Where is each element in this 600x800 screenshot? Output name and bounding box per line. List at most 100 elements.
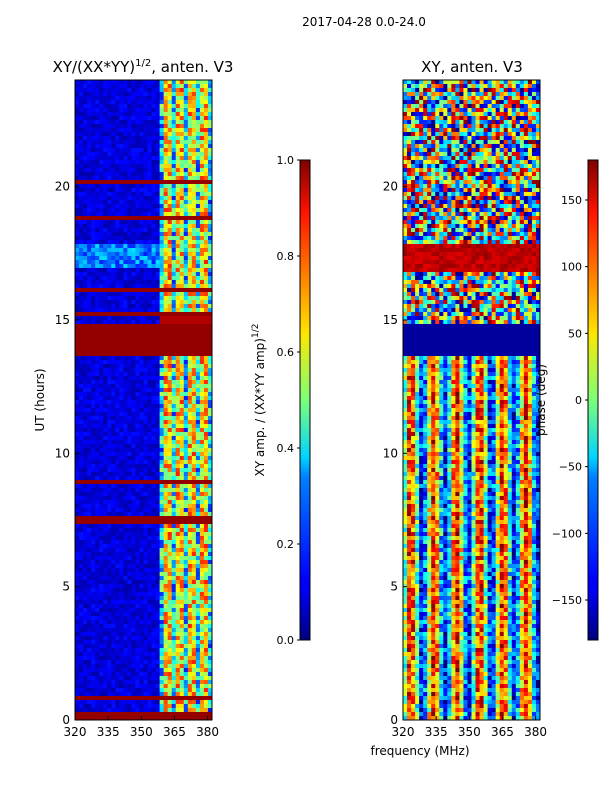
amplitude-heatmap-cell <box>111 476 116 481</box>
amplitude-heatmap-cell <box>171 640 177 645</box>
amplitude-heatmap-cell <box>183 92 189 97</box>
amplitude-heatmap-cell <box>143 640 148 645</box>
amplitude-heatmap-cell <box>83 664 88 669</box>
amplitude-heatmap-cell <box>103 436 108 441</box>
amplitude-heatmap-cell <box>151 568 156 573</box>
amplitude-heatmap-cell <box>199 304 205 309</box>
amplitude-heatmap-cell <box>147 164 152 169</box>
amplitude-heatmap-cell <box>131 420 136 425</box>
amplitude-heatmap-cell <box>195 148 201 153</box>
amplitude-heatmap-cell <box>203 400 209 405</box>
amplitude-heatmap-cell <box>191 324 197 329</box>
amplitude-heatmap-cell <box>83 508 88 513</box>
amplitude-heatmap-cell <box>167 312 173 317</box>
amplitude-heatmap-cell <box>119 524 124 529</box>
amplitude-heatmap-cell <box>79 332 84 337</box>
amplitude-heatmap-cell <box>183 368 189 373</box>
amplitude-heatmap-cell <box>167 500 173 505</box>
amplitude-heatmap-cell <box>155 408 161 413</box>
amplitude-heatmap-cell <box>107 612 112 617</box>
amplitude-heatmap-cell <box>107 208 112 213</box>
amplitude-heatmap-cell <box>103 220 108 225</box>
amplitude-heatmap-cell <box>207 192 213 197</box>
amplitude-heatmap-cell <box>147 344 152 349</box>
amplitude-heatmap-cell <box>119 216 124 221</box>
amplitude-heatmap-cell <box>119 512 124 517</box>
amplitude-heatmap-cell <box>167 256 173 261</box>
amplitude-heatmap-cell <box>203 124 209 129</box>
amplitude-heatmap-cell <box>99 208 104 213</box>
amplitude-heatmap-cell <box>111 420 116 425</box>
amplitude-heatmap-cell <box>159 400 165 405</box>
amplitude-heatmap-cell <box>155 524 161 529</box>
amplitude-heatmap-cell <box>139 308 144 313</box>
amplitude-heatmap-cell <box>75 148 80 153</box>
amplitude-heatmap-cell <box>83 516 88 521</box>
amplitude-heatmap-cell <box>131 240 136 245</box>
amplitude-heatmap-cell <box>171 268 177 273</box>
amplitude-heatmap-cell <box>123 616 128 621</box>
amplitude-heatmap-cell <box>107 212 112 217</box>
amplitude-heatmap-cell <box>115 256 120 261</box>
amplitude-heatmap-cell <box>91 296 96 301</box>
amplitude-heatmap-cell <box>167 280 173 285</box>
amplitude-heatmap-cell <box>167 88 173 93</box>
amplitude-heatmap-cell <box>131 636 136 641</box>
amplitude-heatmap-cell <box>127 628 132 633</box>
amplitude-heatmap-cell <box>207 260 213 265</box>
amplitude-heatmap-cell <box>103 504 108 509</box>
amplitude-heatmap-cell <box>187 404 193 409</box>
amplitude-heatmap-cell <box>143 268 148 273</box>
amplitude-heatmap-cell <box>103 420 108 425</box>
amplitude-heatmap-cell <box>135 140 140 145</box>
amplitude-heatmap-cell <box>111 464 116 469</box>
amplitude-heatmap-cell <box>151 608 156 613</box>
amplitude-heatmap-cell <box>115 632 120 637</box>
amplitude-heatmap-cell <box>159 632 165 637</box>
amplitude-heatmap-cell <box>183 236 189 241</box>
amplitude-heatmap-cell <box>171 448 177 453</box>
amplitude-heatmap-cell <box>75 512 80 517</box>
amplitude-heatmap-cell <box>207 288 213 293</box>
amplitude-heatmap-cell <box>79 660 84 665</box>
amplitude-heatmap-cell <box>115 616 120 621</box>
amplitude-heatmap-cell <box>75 628 80 633</box>
amplitude-heatmap-cell <box>151 376 156 381</box>
amplitude-heatmap-cell <box>131 376 136 381</box>
amplitude-heatmap-cell <box>75 256 80 261</box>
amplitude-heatmap-cell <box>207 400 213 405</box>
amplitude-heatmap-cell <box>115 520 120 525</box>
amplitude-heatmap-cell <box>107 320 112 325</box>
amplitude-heatmap-cell <box>187 356 193 361</box>
amplitude-heatmap-cell <box>99 640 104 645</box>
amplitude-heatmap-cell <box>187 144 193 149</box>
amplitude-heatmap-cell <box>103 376 108 381</box>
amplitude-heatmap-cell <box>183 576 189 581</box>
amplitude-heatmap-cell <box>83 268 88 273</box>
amplitude-heatmap-cell <box>199 608 205 613</box>
amplitude-heatmap-cell <box>115 356 120 361</box>
amplitude-heatmap-cell <box>207 296 213 301</box>
amplitude-heatmap-cell <box>139 332 144 337</box>
amplitude-heatmap-cell <box>127 324 132 329</box>
amplitude-heatmap-cell <box>131 300 136 305</box>
amplitude-heatmap-cell <box>87 444 92 449</box>
amplitude-heatmap-cell <box>199 380 205 385</box>
amplitude-heatmap-cell <box>75 476 80 481</box>
amplitude-heatmap-cell <box>183 524 189 529</box>
amplitude-heatmap-cell <box>171 592 177 597</box>
amplitude-heatmap-cell <box>127 424 132 429</box>
amplitude-heatmap-cell <box>163 100 169 105</box>
amplitude-heatmap-cell <box>163 652 169 657</box>
amplitude-heatmap-cell <box>187 372 193 377</box>
amplitude-heatmap-cell <box>187 300 193 305</box>
amplitude-heatmap-cell <box>75 216 80 221</box>
amplitude-heatmap-cell <box>95 248 100 253</box>
amplitude-heatmap-cell <box>155 280 161 285</box>
amplitude-heatmap-cell <box>207 384 213 389</box>
amplitude-heatmap-cell <box>111 228 116 233</box>
amplitude-heatmap-cell <box>75 100 80 105</box>
amplitude-heatmap-cell <box>143 556 148 561</box>
amplitude-heatmap-cell <box>87 316 92 321</box>
amplitude-heatmap-cell <box>179 300 185 305</box>
